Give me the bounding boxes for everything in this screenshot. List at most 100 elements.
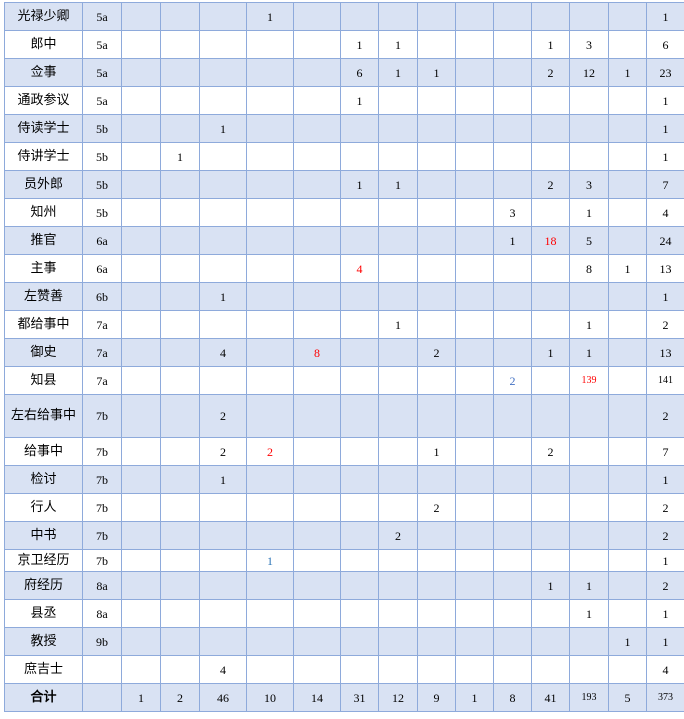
count-cell — [160, 282, 200, 311]
count-cell — [417, 86, 456, 115]
count-cell — [293, 58, 341, 87]
count-cell — [608, 571, 647, 600]
count-cell — [293, 2, 341, 31]
count-cell — [455, 437, 494, 466]
office-name: 庶吉士 — [4, 655, 83, 684]
count-cell — [608, 170, 647, 199]
row-total-cell: 7 — [646, 170, 684, 199]
table-row: 行人 7b 2 2 — [4, 493, 684, 522]
count-cell — [417, 521, 456, 550]
table-row: 左右给事中 7b 2 2 — [4, 394, 684, 438]
count-cell — [608, 493, 647, 522]
count-cell — [293, 571, 341, 600]
table-row: 光禄少卿 5a 1 1 — [4, 2, 684, 31]
count-cell — [246, 86, 294, 115]
count-cell — [121, 465, 161, 494]
count-cell — [121, 571, 161, 600]
count-cell — [569, 655, 609, 684]
count-cell — [246, 366, 294, 395]
rank-cell: 8a — [82, 599, 122, 628]
count-cell: 12 — [378, 683, 418, 712]
count-cell: 10 — [246, 683, 294, 712]
count-cell: 1 — [569, 599, 609, 628]
count-cell — [493, 521, 532, 550]
count-cell — [531, 254, 570, 283]
count-cell — [455, 655, 494, 684]
count-cell: 1 — [199, 114, 247, 143]
count-cell — [417, 226, 456, 255]
count-cell — [531, 142, 570, 171]
table-row: 左赞善 6b 1 1 — [4, 282, 684, 311]
rank-cell: 8a — [82, 571, 122, 600]
office-name: 左右给事中 — [4, 394, 83, 438]
count-cell — [160, 198, 200, 227]
count-cell — [378, 366, 418, 395]
count-cell: 1 — [121, 683, 161, 712]
count-cell — [493, 627, 532, 656]
count-cell — [293, 86, 341, 115]
row-total-cell: 4 — [646, 655, 684, 684]
count-cell: 1 — [340, 30, 379, 59]
count-cell — [493, 2, 532, 31]
rank-cell: 7b — [82, 521, 122, 550]
count-cell — [293, 30, 341, 59]
rank-cell — [82, 655, 122, 684]
table-row: 郎中 5a 1 1 1 3 6 — [4, 30, 684, 59]
count-cell — [608, 549, 647, 572]
count-cell — [455, 599, 494, 628]
count-cell — [340, 549, 379, 572]
count-cell — [455, 310, 494, 339]
count-cell — [160, 599, 200, 628]
count-cell — [378, 571, 418, 600]
table-row: 都给事中 7a 1 1 2 — [4, 310, 684, 339]
count-cell — [608, 521, 647, 550]
count-cell — [569, 142, 609, 171]
count-cell — [121, 114, 161, 143]
count-cell — [378, 226, 418, 255]
count-cell — [493, 310, 532, 339]
count-cell — [569, 2, 609, 31]
count-cell — [417, 170, 456, 199]
table-row: 御史 7a 4 8 2 1 1 13 — [4, 338, 684, 367]
count-cell — [378, 627, 418, 656]
rank-cell: 5b — [82, 142, 122, 171]
row-total-cell: 1 — [646, 2, 684, 31]
count-cell — [531, 198, 570, 227]
count-cell: 1 — [340, 170, 379, 199]
count-cell: 1 — [569, 571, 609, 600]
count-cell — [160, 254, 200, 283]
office-name: 都给事中 — [4, 310, 83, 339]
count-cell: 1 — [246, 549, 294, 572]
row-total-cell: 7 — [646, 437, 684, 466]
count-cell — [493, 170, 532, 199]
office-name: 主事 — [4, 254, 83, 283]
count-cell: 2 — [531, 58, 570, 87]
count-cell — [455, 226, 494, 255]
count-cell — [340, 493, 379, 522]
count-cell — [246, 599, 294, 628]
count-cell: 3 — [493, 198, 532, 227]
table-row: 府经历 8a 1 1 2 — [4, 571, 684, 600]
count-cell — [340, 2, 379, 31]
count-cell: 1 — [531, 30, 570, 59]
count-cell — [340, 571, 379, 600]
count-cell — [455, 627, 494, 656]
count-cell — [608, 142, 647, 171]
count-cell — [378, 86, 418, 115]
table-row: 知县 7a 2 139 141 — [4, 366, 684, 395]
table-row: 给事中 7b 2 2 1 2 7 — [4, 437, 684, 466]
count-cell: 18 — [531, 226, 570, 255]
count-cell: 8 — [569, 254, 609, 283]
count-cell — [608, 394, 647, 438]
count-cell — [340, 437, 379, 466]
count-cell: 1 — [417, 437, 456, 466]
count-cell: 1 — [455, 683, 494, 712]
office-name: 侍读学士 — [4, 114, 83, 143]
count-cell — [493, 599, 532, 628]
count-cell — [293, 521, 341, 550]
count-cell — [246, 114, 294, 143]
count-cell — [160, 521, 200, 550]
count-cell — [199, 30, 247, 59]
count-cell — [493, 338, 532, 367]
row-total-cell: 141 — [646, 366, 684, 395]
